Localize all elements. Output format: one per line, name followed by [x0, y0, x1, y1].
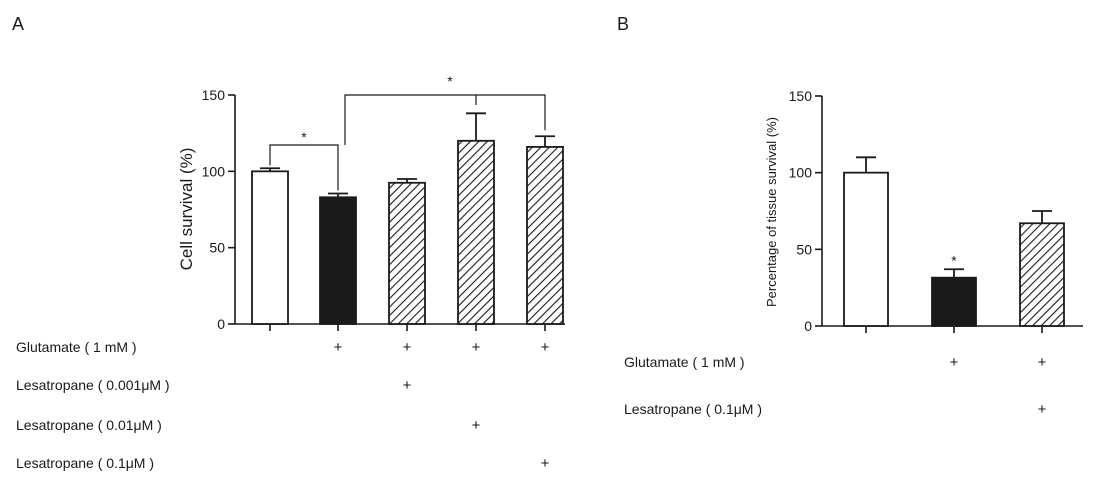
- panel-a-condition-label: Lesatropane ( 0.01μM ): [16, 417, 162, 433]
- panel-a-condition-label: Lesatropane ( 0.001μM ): [16, 377, 170, 393]
- panel-b-bar: [843, 171, 889, 327]
- panel-b-y-tick-label: 100: [789, 165, 813, 181]
- panel-a-y-tick-label: 100: [202, 163, 226, 179]
- panel-a-bar: [319, 196, 357, 325]
- panel-a-condition-mark: +: [403, 339, 412, 356]
- panel-a-condition-mark: +: [472, 339, 481, 356]
- panel-a-chart: 0 50 100 150 * * Glutamate ( 1 mM ) + + + + Lesatro…: [16, 73, 565, 472]
- panel-b-bar: [931, 276, 977, 327]
- panel-a-significance-star: *: [447, 73, 453, 89]
- panel-b-condition-mark: +: [1038, 354, 1047, 371]
- panel-b-y-tick-label: 50: [796, 241, 812, 257]
- panel-b-condition-label: Lesatropane ( 0.1μM ): [624, 401, 762, 417]
- panel-b-label: B: [617, 14, 629, 34]
- panel-b-condition-label: Glutamate ( 1 mM ): [624, 354, 745, 370]
- panel-a-condition-mark: +: [403, 377, 412, 394]
- panel-a-condition-label: Lesatropane ( 0.1μM ): [16, 455, 154, 471]
- panel-a-y-axis-label: Cell survival (%): [177, 148, 196, 271]
- panel-a-y-tick-label: 150: [202, 87, 226, 103]
- panel-a-y-tick-label: 0: [217, 316, 225, 332]
- panel-b-y-tick-label: 0: [804, 318, 812, 334]
- panel-a-significance-bracket: [344, 94, 546, 145]
- panel-b-chart: 0 50 100 150 * Glutamate ( 1 mM ) + + Lesatropan…: [624, 88, 1083, 418]
- panel-a-condition-label: Glutamate ( 1 mM ): [16, 339, 137, 355]
- panel-a-label: A: [12, 14, 24, 34]
- panel-a-bar: [526, 146, 564, 325]
- panel-b-bar: [1019, 222, 1065, 327]
- panel-a-bar: [457, 139, 495, 325]
- panel-a-significance-bracket: [269, 144, 339, 191]
- panel-a-condition-mark: +: [334, 339, 343, 356]
- panel-a-bar: [388, 181, 426, 325]
- panel-a-condition-mark: +: [472, 417, 481, 434]
- panel-a-y-tick-label: 50: [209, 240, 225, 256]
- panel-b-y-tick-label: 150: [789, 88, 813, 104]
- panel-b-condition-mark: +: [950, 354, 959, 371]
- panel-b-bar-annotation: *: [951, 252, 957, 268]
- panel-a-bar: [251, 170, 289, 325]
- panel-a-significance-star: *: [301, 129, 307, 145]
- panel-a-condition-mark: +: [541, 339, 550, 356]
- panel-a-condition-mark: +: [541, 455, 550, 472]
- panel-b-y-axis-label: Percentage of tissue survival (%): [764, 117, 779, 307]
- panel-b-condition-mark: +: [1038, 401, 1047, 418]
